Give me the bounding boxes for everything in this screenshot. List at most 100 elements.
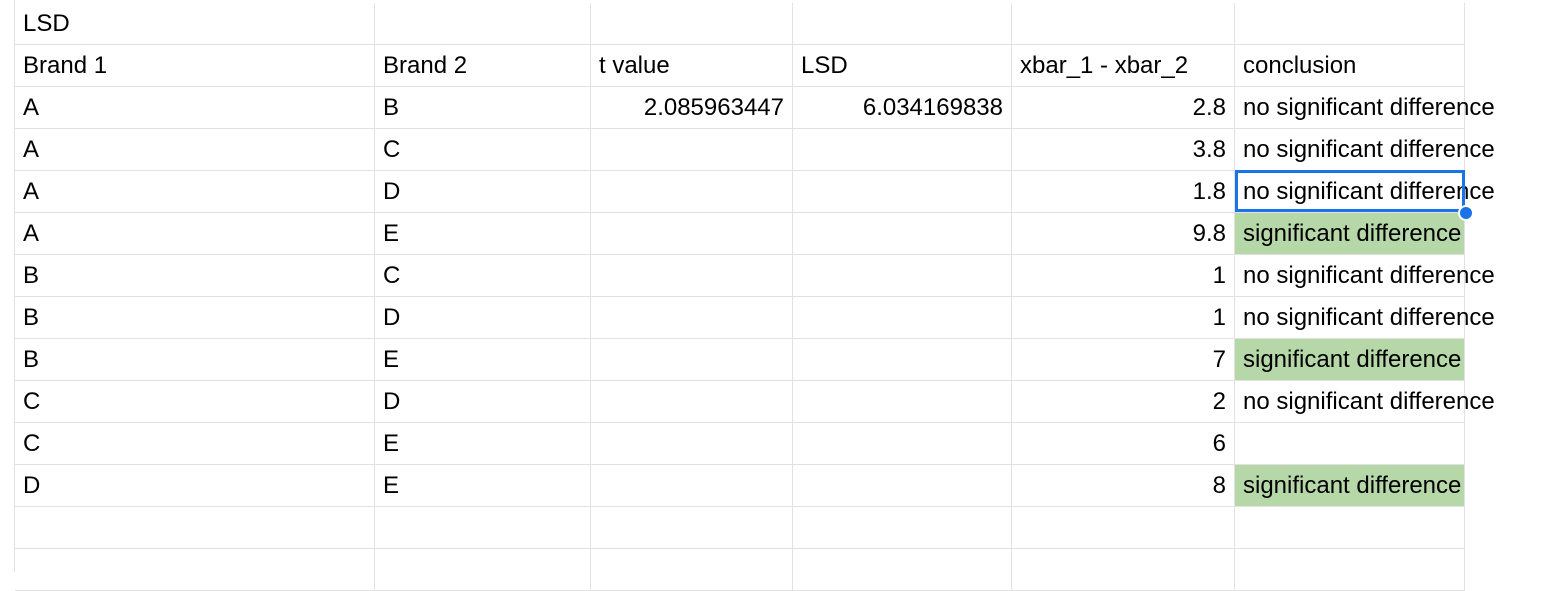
- cell[interactable]: [793, 3, 1012, 45]
- sheet-row: B D 1 no significant difference: [0, 297, 1546, 339]
- empty-cell[interactable]: [591, 507, 793, 549]
- empty-cell[interactable]: [1012, 549, 1235, 591]
- conclusion-cell[interactable]: no significant difference: [1235, 171, 1495, 213]
- conclusion-cell[interactable]: no significant difference: [1235, 297, 1495, 339]
- brand-cell[interactable]: B: [15, 339, 375, 381]
- brand-cell[interactable]: E: [375, 423, 591, 465]
- conclusion-cell[interactable]: no significant difference: [1235, 87, 1495, 129]
- cell-text: xbar_1 - xbar_2: [1020, 52, 1189, 79]
- numeric-cell[interactable]: 1.8: [1012, 171, 1235, 213]
- conclusion-cell[interactable]: [1235, 423, 1465, 465]
- numeric-cell[interactable]: [591, 423, 793, 465]
- numeric-cell[interactable]: [793, 213, 1012, 255]
- brand-cell[interactable]: A: [15, 87, 375, 129]
- brand-cell[interactable]: A: [15, 129, 375, 171]
- conclusion-cell[interactable]: no significant difference: [1235, 255, 1495, 297]
- column-header-cell[interactable]: Brand 2: [375, 45, 591, 87]
- numeric-cell[interactable]: 2: [1012, 381, 1235, 423]
- numeric-cell[interactable]: [591, 339, 793, 381]
- numeric-cell[interactable]: [591, 381, 793, 423]
- cell[interactable]: [1235, 3, 1465, 45]
- empty-cell[interactable]: [375, 507, 591, 549]
- column-header-cell[interactable]: xbar_1 - xbar_2: [1012, 45, 1235, 87]
- numeric-cell[interactable]: 9.8: [1012, 213, 1235, 255]
- numeric-cell[interactable]: 6: [1012, 423, 1235, 465]
- empty-cell[interactable]: [591, 549, 793, 591]
- cell[interactable]: [1012, 3, 1235, 45]
- sheet-row: B C 1 no significant difference: [0, 255, 1546, 297]
- brand-cell[interactable]: D: [375, 171, 591, 213]
- numeric-cell[interactable]: [591, 213, 793, 255]
- sheet-title-cell[interactable]: LSD: [15, 3, 375, 45]
- numeric-cell[interactable]: 7: [1012, 339, 1235, 381]
- column-header-cell[interactable]: t value: [591, 45, 793, 87]
- brand-cell[interactable]: D: [375, 381, 591, 423]
- sheet-row: C D 2 no significant difference: [0, 381, 1546, 423]
- brand-cell[interactable]: D: [15, 465, 375, 507]
- brand-cell[interactable]: A: [15, 171, 375, 213]
- empty-cell[interactable]: [1012, 507, 1235, 549]
- brand-cell[interactable]: C: [15, 423, 375, 465]
- column-header-cell[interactable]: LSD: [793, 45, 1012, 87]
- sheet-row: [0, 549, 1546, 591]
- empty-cell[interactable]: [1235, 507, 1465, 549]
- column-header-cell[interactable]: Brand 1: [15, 45, 375, 87]
- cell-text: 2.8: [1192, 94, 1226, 121]
- cell-text: C: [383, 136, 401, 163]
- numeric-cell[interactable]: [591, 129, 793, 171]
- numeric-cell[interactable]: [793, 465, 1012, 507]
- numeric-cell[interactable]: [793, 423, 1012, 465]
- numeric-cell[interactable]: [591, 465, 793, 507]
- sheet-row: [0, 507, 1546, 549]
- brand-cell[interactable]: B: [15, 297, 375, 339]
- empty-cell[interactable]: [793, 549, 1012, 591]
- numeric-cell[interactable]: [793, 297, 1012, 339]
- empty-cell[interactable]: [375, 549, 591, 591]
- cell-text: A: [23, 94, 40, 121]
- empty-cell[interactable]: [15, 507, 375, 549]
- sheet-row: Brand 1 Brand 2 t value LSD xbar_1 - xbar_2 c…: [0, 45, 1546, 87]
- numeric-cell[interactable]: 3.8: [1012, 129, 1235, 171]
- brand-cell[interactable]: C: [375, 255, 591, 297]
- sheet-row: B E 7 significant difference: [0, 339, 1546, 381]
- brand-cell[interactable]: E: [375, 213, 591, 255]
- brand-cell[interactable]: E: [375, 465, 591, 507]
- column-header-cell[interactable]: conclusion: [1235, 45, 1465, 87]
- numeric-cell[interactable]: [793, 171, 1012, 213]
- brand-cell[interactable]: B: [15, 255, 375, 297]
- cell-text: B: [23, 304, 40, 331]
- cell[interactable]: [591, 3, 793, 45]
- numeric-cell[interactable]: 1: [1012, 255, 1235, 297]
- numeric-cell[interactable]: 8: [1012, 465, 1235, 507]
- numeric-cell[interactable]: [793, 255, 1012, 297]
- brand-cell[interactable]: B: [375, 87, 591, 129]
- numeric-cell[interactable]: [793, 339, 1012, 381]
- numeric-cell[interactable]: [793, 129, 1012, 171]
- brand-cell[interactable]: A: [15, 213, 375, 255]
- empty-cell[interactable]: [15, 549, 375, 591]
- cell[interactable]: [375, 3, 591, 45]
- conclusion-cell[interactable]: no significant difference: [1235, 129, 1495, 171]
- numeric-cell[interactable]: [793, 381, 1012, 423]
- conclusion-cell[interactable]: significant difference: [1235, 339, 1465, 381]
- cell-text: 2.085963447: [643, 94, 784, 121]
- empty-cell[interactable]: [793, 507, 1012, 549]
- conclusion-cell[interactable]: significant difference: [1235, 465, 1465, 507]
- cell-text: E: [383, 220, 400, 247]
- brand-cell[interactable]: C: [375, 129, 591, 171]
- fill-handle[interactable]: [1458, 205, 1474, 221]
- brand-cell[interactable]: E: [375, 339, 591, 381]
- numeric-cell[interactable]: [591, 171, 793, 213]
- numeric-cell[interactable]: 1: [1012, 297, 1235, 339]
- numeric-cell[interactable]: 2.085963447: [591, 87, 793, 129]
- brand-cell[interactable]: D: [375, 297, 591, 339]
- numeric-cell[interactable]: [591, 297, 793, 339]
- empty-cell[interactable]: [1235, 549, 1465, 591]
- numeric-cell[interactable]: [591, 255, 793, 297]
- brand-cell[interactable]: C: [15, 381, 375, 423]
- conclusion-cell[interactable]: no significant difference: [1235, 381, 1495, 423]
- conclusion-cell[interactable]: significant difference: [1235, 213, 1465, 255]
- numeric-cell[interactable]: 6.034169838: [793, 87, 1012, 129]
- numeric-cell[interactable]: 2.8: [1012, 87, 1235, 129]
